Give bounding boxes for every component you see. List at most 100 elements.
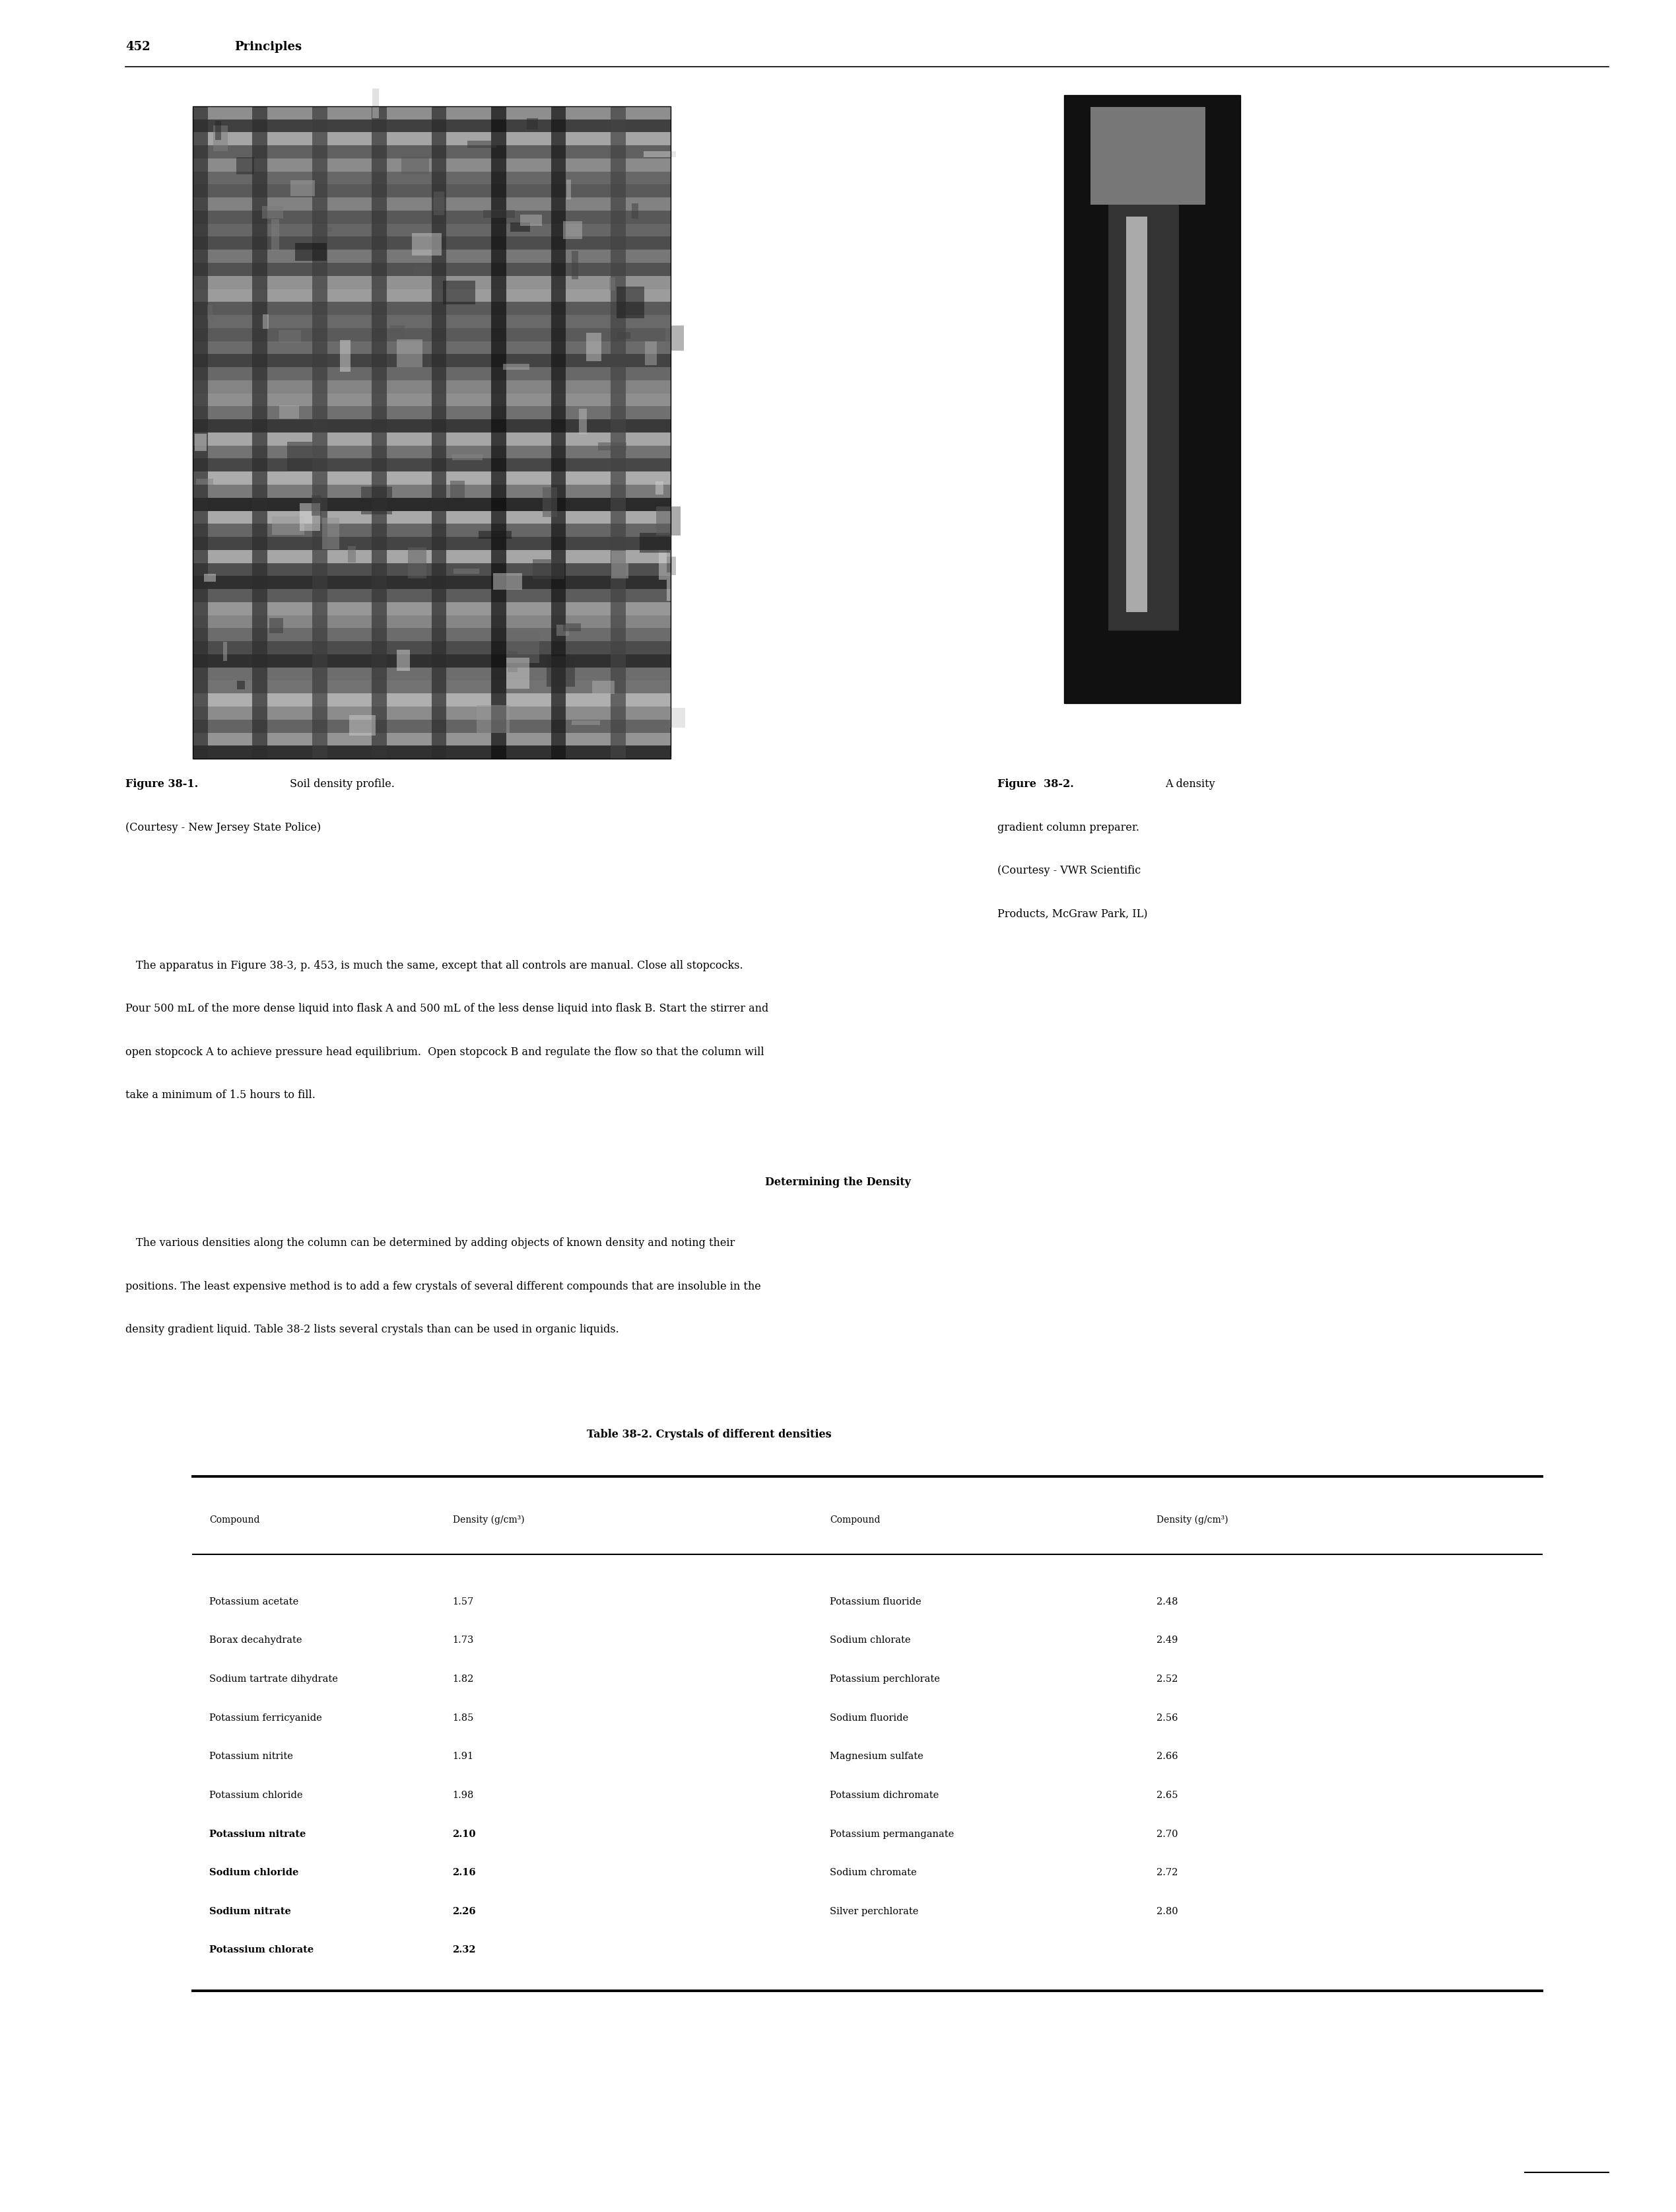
Text: open stopcock A to achieve pressure head equilibrium.  Open stopcock B and regul: open stopcock A to achieve pressure head… (126, 1046, 764, 1057)
Text: The various densities along the column can be determined by adding objects of kn: The various densities along the column c… (126, 1239, 736, 1250)
FancyBboxPatch shape (670, 708, 685, 728)
FancyBboxPatch shape (506, 657, 530, 688)
FancyBboxPatch shape (414, 265, 432, 274)
FancyBboxPatch shape (290, 179, 315, 197)
FancyBboxPatch shape (193, 290, 670, 301)
FancyBboxPatch shape (511, 223, 530, 232)
FancyBboxPatch shape (483, 210, 515, 219)
FancyBboxPatch shape (193, 732, 670, 745)
FancyBboxPatch shape (193, 341, 670, 354)
Text: 2.26: 2.26 (453, 1907, 476, 1916)
Text: Sodium nitrate: Sodium nitrate (210, 1907, 292, 1916)
FancyBboxPatch shape (193, 354, 670, 367)
Text: Potassium ferricyanide: Potassium ferricyanide (210, 1714, 322, 1723)
FancyBboxPatch shape (397, 650, 411, 670)
Text: Density (g/cm³): Density (g/cm³) (1156, 1515, 1229, 1524)
Text: 1.91: 1.91 (453, 1752, 474, 1761)
Text: take a minimum of 1.5 hours to fill.: take a minimum of 1.5 hours to fill. (126, 1091, 315, 1102)
FancyBboxPatch shape (610, 106, 625, 759)
FancyBboxPatch shape (193, 314, 670, 327)
FancyBboxPatch shape (263, 314, 268, 330)
FancyBboxPatch shape (347, 546, 355, 562)
Text: 1.82: 1.82 (453, 1674, 474, 1683)
Text: Soil density profile.: Soil density profile. (290, 779, 396, 790)
FancyBboxPatch shape (193, 471, 670, 484)
FancyBboxPatch shape (592, 681, 615, 695)
Text: 2.70: 2.70 (1156, 1829, 1178, 1838)
FancyBboxPatch shape (632, 204, 639, 219)
FancyBboxPatch shape (193, 197, 670, 210)
Text: 1.73: 1.73 (453, 1637, 474, 1646)
FancyBboxPatch shape (193, 170, 670, 184)
FancyBboxPatch shape (263, 206, 283, 219)
FancyBboxPatch shape (193, 237, 670, 250)
FancyBboxPatch shape (1108, 175, 1178, 630)
FancyBboxPatch shape (578, 409, 587, 434)
FancyBboxPatch shape (667, 557, 675, 575)
FancyBboxPatch shape (193, 628, 670, 641)
FancyBboxPatch shape (193, 458, 670, 471)
Text: The apparatus in Figure 38-3, p. 453, is much the same, except that all controls: The apparatus in Figure 38-3, p. 453, is… (126, 960, 744, 971)
Text: Compound: Compound (830, 1515, 880, 1524)
Text: Potassium nitrite: Potassium nitrite (210, 1752, 293, 1761)
FancyBboxPatch shape (236, 681, 245, 690)
FancyBboxPatch shape (193, 367, 670, 380)
Text: Sodium tartrate dihydrate: Sodium tartrate dihydrate (210, 1674, 339, 1683)
FancyBboxPatch shape (312, 495, 322, 515)
Text: Table 38-2. Crystals of different densities: Table 38-2. Crystals of different densit… (587, 1429, 831, 1440)
FancyBboxPatch shape (300, 504, 320, 531)
FancyBboxPatch shape (566, 179, 572, 199)
FancyBboxPatch shape (543, 487, 556, 518)
Text: Sodium chromate: Sodium chromate (830, 1869, 917, 1878)
FancyBboxPatch shape (193, 551, 670, 562)
FancyBboxPatch shape (665, 325, 684, 349)
FancyBboxPatch shape (193, 223, 670, 237)
FancyBboxPatch shape (572, 250, 578, 279)
FancyBboxPatch shape (451, 480, 464, 498)
Text: 2.52: 2.52 (1156, 1674, 1178, 1683)
Text: Products, McGraw Park, IL): Products, McGraw Park, IL) (997, 907, 1148, 920)
FancyBboxPatch shape (193, 276, 670, 290)
FancyBboxPatch shape (479, 531, 511, 540)
FancyBboxPatch shape (193, 681, 670, 695)
FancyBboxPatch shape (434, 192, 444, 215)
FancyBboxPatch shape (193, 615, 670, 628)
FancyBboxPatch shape (193, 434, 670, 445)
FancyBboxPatch shape (432, 106, 446, 759)
Text: Sodium fluoride: Sodium fluoride (830, 1714, 908, 1723)
FancyBboxPatch shape (194, 434, 206, 451)
FancyBboxPatch shape (193, 133, 670, 146)
Text: Figure  38-2.: Figure 38-2. (997, 779, 1074, 790)
FancyBboxPatch shape (349, 714, 375, 737)
Text: Potassium permanganate: Potassium permanganate (830, 1829, 954, 1838)
Text: density gradient liquid. Table 38-2 lists several crystals than can be used in o: density gradient liquid. Table 38-2 list… (126, 1323, 620, 1336)
FancyBboxPatch shape (667, 573, 670, 602)
FancyBboxPatch shape (193, 498, 670, 511)
FancyBboxPatch shape (193, 119, 670, 133)
FancyBboxPatch shape (193, 210, 670, 223)
FancyBboxPatch shape (236, 157, 255, 175)
FancyBboxPatch shape (193, 106, 670, 119)
Text: 2.56: 2.56 (1156, 1714, 1178, 1723)
FancyBboxPatch shape (491, 106, 506, 759)
FancyBboxPatch shape (587, 332, 602, 361)
FancyBboxPatch shape (506, 630, 540, 664)
FancyBboxPatch shape (193, 420, 670, 434)
FancyBboxPatch shape (476, 706, 510, 732)
Text: Borax decahydrate: Borax decahydrate (210, 1637, 302, 1646)
FancyBboxPatch shape (193, 588, 670, 602)
FancyBboxPatch shape (204, 573, 216, 582)
FancyBboxPatch shape (655, 507, 680, 535)
FancyBboxPatch shape (454, 568, 479, 573)
FancyBboxPatch shape (193, 445, 670, 458)
FancyBboxPatch shape (327, 228, 332, 232)
Text: 2.48: 2.48 (1156, 1597, 1178, 1606)
FancyBboxPatch shape (193, 301, 670, 314)
Text: Determining the Density: Determining the Density (766, 1177, 910, 1188)
FancyBboxPatch shape (612, 551, 628, 577)
Text: Silver perchlorate: Silver perchlorate (830, 1907, 918, 1916)
FancyBboxPatch shape (645, 341, 657, 365)
FancyBboxPatch shape (372, 88, 379, 119)
FancyBboxPatch shape (193, 184, 670, 197)
FancyBboxPatch shape (640, 533, 670, 553)
